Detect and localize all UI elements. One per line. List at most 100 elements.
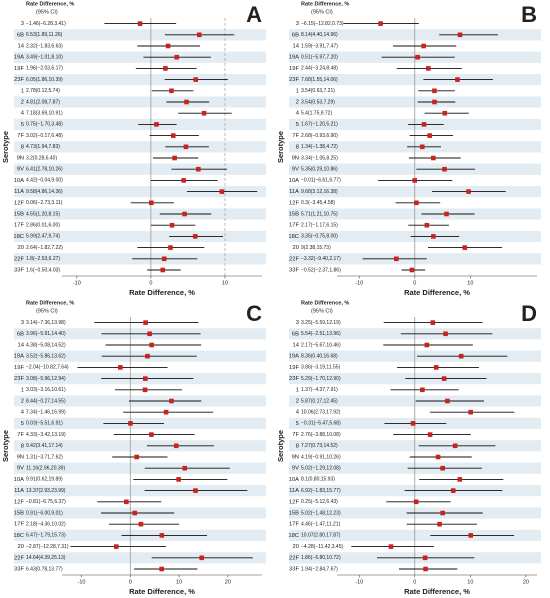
serotype-label: 2 [296,399,299,405]
point-estimate [169,398,174,404]
point-estimate [196,32,202,38]
estimate-label: 0.3(−3.45,4.58) [301,200,335,206]
estimate-label: 2.76(−3.88,10.08) [301,432,341,438]
point-estimate [424,342,430,348]
estimate-label: 3.25(−5.59,12.19) [301,320,341,326]
estimate-label: 5.35(0.29,10.86) [301,167,338,173]
x-tick-label: 10 [467,280,473,286]
estimate-label: 9.91(0.62,19.89) [26,477,63,483]
point-estimate [145,353,150,359]
serotype-label: 3 [21,21,24,27]
estimate-label: 7.18(3.69,10.91) [26,111,63,117]
panel-label: A [246,2,262,27]
estimate-label: 4.55(1.20,8.15) [26,211,60,217]
point-estimate [443,331,448,337]
point-estimate [170,133,176,138]
point-estimate [444,211,449,217]
serotype-label: 6B [292,331,299,337]
serotype-label: 9V [292,466,299,472]
row-stripe [14,552,266,564]
x-axis-label: Rate Difference, % [129,587,195,596]
point-estimate [424,222,430,228]
point-estimate [450,488,456,493]
x-tick-label: -10 [355,280,363,286]
point-estimate [414,200,419,206]
x-tick-label: 10 [467,579,473,585]
serotype-label: 11A [14,488,24,494]
estimate-label: −3.32(−9.40,2.17) [301,256,341,262]
point-estimate [137,21,143,26]
serotype-label: 23F [289,77,299,83]
estimate-label: 9(2.38,15.73) [301,245,331,251]
x-tick-label: -10 [73,280,81,286]
x-tick-label: -10 [78,579,86,585]
serotype-label: 14 [293,44,300,50]
estimate-label: 2.86(0.01,6.00) [26,223,60,229]
x-tick-label: 20 [523,579,529,585]
point-estimate [466,189,471,194]
serotype-label: 15B [289,212,299,218]
estimate-label: 3.02(−0.17,6.48) [26,133,63,139]
panel-label: D [521,301,537,326]
point-estimate [113,544,119,549]
row-stripe [14,208,266,220]
point-estimate [169,222,175,228]
serotype-label: 8 [296,443,299,449]
serotype-label: 18C [288,533,299,539]
serotype-label: 1 [21,88,24,94]
estimate-label: −1.46(−6.28,3.41) [26,21,66,27]
serotype-label: 4 [21,410,25,416]
point-estimate [192,234,198,239]
serotype-label: 19F [14,66,24,72]
point-estimate [426,66,431,71]
serotype-label: 11A [14,189,24,195]
point-estimate [163,66,168,71]
estimate-label: −0.81(−6.75,6.37) [26,499,66,505]
serotype-label: 3 [296,21,299,27]
serotype-label: 20 [293,245,299,251]
column-header: (95% CI) [311,9,333,15]
point-estimate [431,234,436,239]
estimate-label: 11.16(2.96,20.39) [26,466,65,472]
point-estimate [432,99,437,105]
serotype-label: 17F [289,522,299,528]
point-estimate [420,387,425,393]
estimate-label: −2.04(−10.82,7.64) [26,365,69,371]
serotype-label: 20 [18,245,24,251]
point-estimate [168,245,173,250]
x-tick-label: 20 [225,579,231,585]
estimate-label: 3.54(0.63,7.21) [301,88,335,94]
serotype-label: 8 [21,144,24,150]
point-estimate [124,499,129,505]
estimate-label: 3.86(−3.19,11.55) [301,365,341,371]
serotype-label: 5 [21,122,24,128]
estimate-label: 10.06(2.73,17.92) [301,410,341,416]
column-header: Rate Difference, % [301,300,349,306]
serotype-label: 15B [289,511,299,517]
serotype-label: 2 [21,100,24,106]
estimate-label: 6.53(1.89,11.26) [26,32,63,38]
estimate-label: 5.71(1.21,10.75) [301,211,338,217]
serotype-label: 9N [292,156,299,162]
estimate-label: 9.68(3.12,16.38) [301,189,338,195]
serotype-label: 22F [289,256,299,262]
serotype-label: 6B [17,331,24,337]
point-estimate [468,409,473,415]
panel-label: C [246,301,262,326]
serotype-label: 19A [289,354,299,360]
serotype-label: 1 [21,387,24,393]
serotype-label: 9V [292,167,299,173]
estimate-label: 8.44(−0.27,14.55) [26,398,66,404]
estimate-label: 8.36(0.40,16.68) [301,354,338,360]
estimate-label: 8.1(0.80,15.93) [301,477,335,483]
estimate-label: 10.07(2.80,17.87) [301,533,341,539]
point-estimate [118,365,123,370]
point-estimate [440,510,445,516]
estimate-label: 2.17(−5.67,10.46) [301,342,341,348]
serotype-label: 22F [289,555,299,561]
serotype-label: 19F [289,365,299,371]
estimate-label: 2.17(−1.17,6.15) [301,223,338,229]
estimate-label: 6.05(1.86,10.39) [26,77,63,83]
point-estimate [193,77,199,82]
